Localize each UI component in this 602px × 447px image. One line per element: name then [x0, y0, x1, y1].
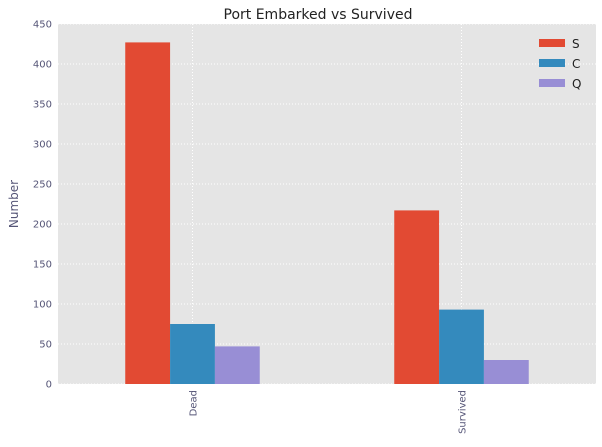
x-axis-ticks: Dead Survived [189, 390, 469, 434]
bar-dead-c [170, 324, 215, 384]
legend: SCQ [539, 37, 581, 91]
bar-dead-s [125, 42, 171, 385]
bar-dead-q [214, 346, 260, 384]
legend-label: C [572, 57, 580, 71]
legend-label: Q [572, 77, 581, 91]
legend-swatch [539, 79, 565, 87]
y-tick-label: 300 [33, 140, 52, 151]
y-tick-label: 100 [33, 300, 52, 311]
x-tick-label: Survived [458, 390, 469, 434]
y-tick-label: 250 [33, 180, 52, 191]
y-axis-ticks: 0 50 100 150 200 250 300 350 400 450 [33, 20, 52, 391]
bars-group [125, 42, 529, 385]
legend-label: S [572, 37, 580, 51]
bar-survived-s [394, 210, 440, 384]
bar-survived-c [439, 309, 484, 384]
y-tick-label: 50 [39, 340, 52, 351]
y-tick-label: 400 [33, 60, 52, 71]
y-tick-label: 450 [33, 20, 52, 31]
x-tick-label: Dead [189, 390, 200, 416]
chart-title: Port Embarked vs Survived [224, 7, 413, 23]
y-tick-label: 350 [33, 100, 52, 111]
y-axis-label: Number [7, 180, 21, 228]
y-tick-label: 200 [33, 220, 52, 231]
legend-swatch [539, 39, 565, 47]
bar-survived-q [483, 360, 529, 384]
y-tick-label: 150 [33, 260, 52, 271]
y-tick-label: 0 [46, 380, 52, 391]
legend-swatch [539, 59, 565, 67]
